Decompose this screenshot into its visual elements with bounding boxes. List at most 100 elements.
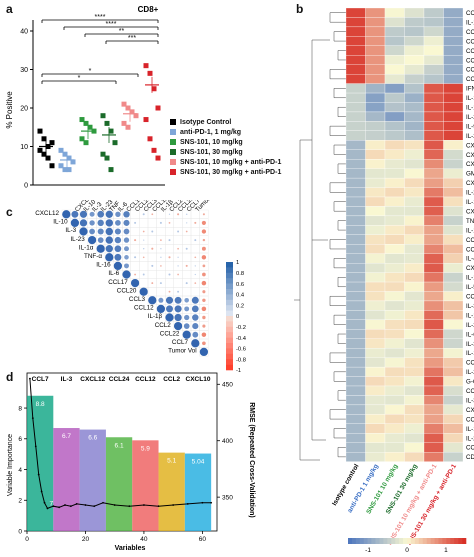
gene-label: IL-5: [466, 284, 474, 291]
heatmap-cell: [443, 215, 464, 226]
data-point: [66, 167, 72, 173]
heatmap-cell: [345, 244, 366, 254]
heatmap-cell: [384, 366, 405, 377]
gene-label: IL-17A: [466, 426, 474, 433]
corr-circle: [194, 221, 197, 224]
data-point: [79, 117, 85, 123]
corr-circle: [201, 306, 207, 312]
heatmap-cell: [404, 17, 425, 28]
data-point: [83, 140, 89, 146]
rmse-point: [201, 501, 204, 504]
data-point: [133, 113, 139, 119]
corr-scale-tick: -0.6: [236, 347, 246, 353]
heatmap-cell: [345, 348, 366, 358]
scale-swatch: [383, 538, 388, 544]
heatmap-cell: [443, 92, 464, 103]
corr-circle: [173, 321, 183, 331]
gene-label: IL-6: [466, 331, 474, 338]
heatmap-cell: [404, 130, 425, 141]
corr-row-label: IL-1α: [79, 244, 94, 251]
heatmap-cell: [365, 102, 386, 113]
heatmap-cell: [404, 319, 425, 330]
heatmap-cell: [384, 74, 405, 84]
corr-circle: [160, 256, 162, 259]
data-point: [49, 163, 55, 169]
heatmap-cell: [443, 281, 464, 292]
scale-swatch: [426, 538, 431, 544]
data-point: [45, 155, 51, 161]
heatmap-cell: [384, 196, 405, 207]
heatmap-cell: [345, 291, 366, 302]
corr-circle: [122, 270, 131, 279]
heatmap-cell: [384, 177, 405, 188]
gene-label: G-CSF: [466, 379, 474, 386]
corr-circle: [130, 278, 140, 288]
data-point: [155, 155, 161, 161]
gene-label: CCL20: [466, 10, 474, 17]
heatmap-cell: [423, 357, 444, 368]
corr-scale-swatch: [226, 262, 233, 268]
heatmap-cell: [365, 45, 386, 56]
heatmap-cell: [443, 404, 464, 415]
heatmap-cell: [443, 168, 464, 179]
heatmap-cell: [345, 385, 366, 396]
heatmap-cell: [423, 149, 444, 160]
gene-label: CXCL1: [466, 407, 474, 414]
corr-cell: [173, 218, 183, 228]
heatmap-cell: [365, 433, 386, 443]
corr-circle: [165, 313, 174, 322]
corr-cell: [182, 270, 192, 279]
data-point: [83, 120, 89, 126]
legend-item: SNS-101, 30 mg/kg + anti-PD-1: [170, 167, 281, 177]
corr-circle: [185, 264, 188, 267]
scale-swatch: [379, 538, 384, 544]
corr-row-label: TNF-α: [84, 253, 102, 260]
legend-item: Isotype Control: [170, 117, 281, 127]
corr-circle: [174, 305, 182, 313]
data-point: [66, 155, 72, 161]
significance-label: *: [89, 68, 92, 75]
legend-swatch: [170, 139, 176, 145]
heatmap-cell: [365, 36, 386, 46]
gene-label: IL-31: [466, 341, 474, 348]
corr-cell: [156, 270, 166, 279]
gene-label: IL-23: [466, 322, 474, 329]
heatmap-cell: [443, 74, 464, 84]
gene-label: IL-16: [466, 227, 474, 234]
heatmap-cell: [365, 291, 386, 302]
heatmap-cell: [384, 168, 405, 179]
data-point: [151, 147, 157, 153]
heatmap-cell: [423, 17, 444, 28]
heatmap-cell: [345, 225, 366, 235]
rmse-point: [37, 473, 40, 476]
heatmap-cell: [423, 45, 444, 56]
corr-circle: [134, 273, 137, 276]
heatmap-cell: [384, 442, 405, 453]
corr-circle: [124, 255, 129, 260]
heatmap-cell: [384, 102, 405, 113]
importance-bar: [105, 437, 133, 531]
corr-circle: [134, 239, 137, 242]
data-point: [129, 109, 135, 115]
corr-row-label: CCL22: [160, 330, 180, 337]
x-tick-label: 60: [199, 536, 207, 543]
heatmap-cell: [345, 376, 366, 387]
dendrogram-branch: [333, 144, 346, 155]
heatmap-cell: [384, 404, 405, 415]
corr-circle: [123, 219, 130, 226]
corr-row-label: IL-10: [53, 219, 68, 226]
gene-label: CCL19: [466, 294, 474, 301]
heatmap-cell: [443, 140, 464, 150]
heatmap-cell: [404, 196, 425, 207]
heatmap-cell: [443, 329, 464, 339]
rmse-point: [43, 501, 46, 504]
corr-circle: [194, 239, 197, 242]
heatmap-cell: [384, 26, 405, 37]
corr-row-label: Tumor Vol: [168, 348, 196, 355]
heatmap-cell: [345, 130, 366, 141]
heatmap-cell: [443, 159, 464, 169]
corr-scale-swatch: [226, 283, 233, 290]
heatmap-cell: [345, 451, 366, 462]
scale-swatch: [418, 538, 424, 544]
heatmap-cell: [423, 111, 444, 122]
